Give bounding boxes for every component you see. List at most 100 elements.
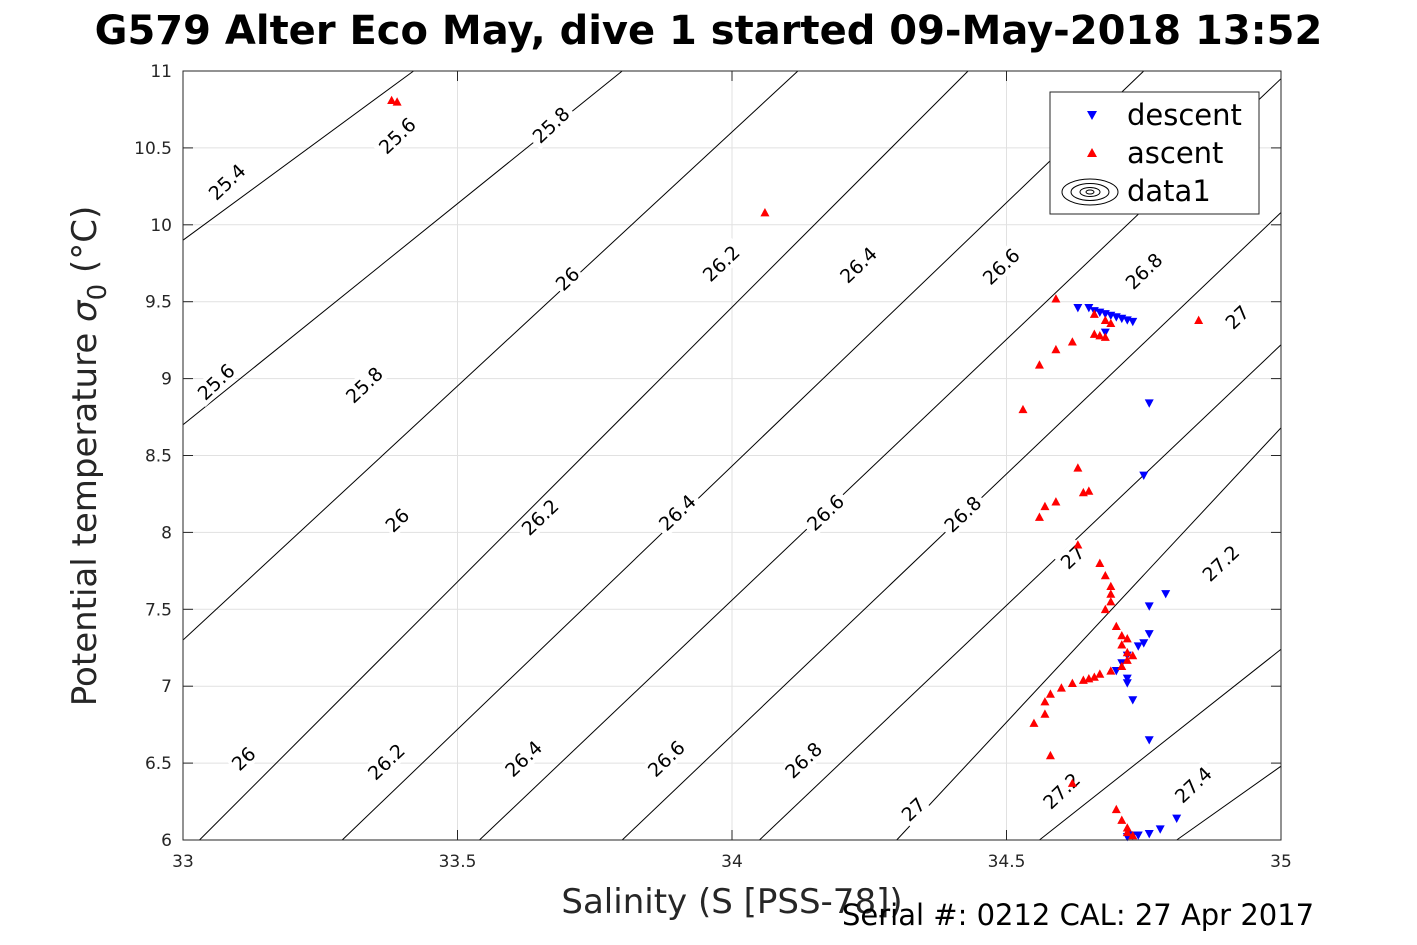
y-tick-label: 9.5 — [145, 293, 172, 313]
y-axis-label: Potential temperature σ0 (°C) — [65, 206, 113, 706]
contour-label-1: 25.6 — [371, 110, 423, 161]
ascent-point — [1122, 647, 1132, 657]
legend-data1-label: data1 — [1127, 174, 1211, 208]
ascent-point — [1045, 750, 1055, 760]
ascent-point — [1106, 581, 1116, 591]
contour-label-17: 27.2 — [1194, 537, 1247, 589]
ascent-point — [1095, 331, 1105, 340]
ascent-point — [1034, 360, 1044, 369]
legend-descent-label: descent — [1127, 98, 1242, 132]
y-axis-label-unit: (°C) — [65, 206, 105, 284]
contour-label-gap — [1167, 759, 1219, 810]
y-tick-label: 6 — [161, 831, 172, 851]
contour-label-gap — [777, 734, 830, 786]
ascent-point — [1100, 570, 1110, 580]
ascent-point — [1100, 604, 1110, 614]
serial-calibration-note: Serial #: 0212 CAL: 27 Apr 2017 — [842, 898, 1315, 932]
ascent-point — [1051, 344, 1061, 354]
y-tick-label: 7.5 — [145, 600, 172, 620]
y-tick-label: 10 — [150, 216, 172, 236]
legend-contour-icon — [1061, 178, 1119, 206]
ascent-point — [1018, 404, 1028, 414]
ascent-point — [1100, 332, 1110, 341]
ascent-point — [1194, 315, 1204, 324]
ascent-point — [1122, 634, 1132, 643]
contour-label-6: 26.2 — [695, 238, 747, 289]
contour-label-gap — [360, 736, 412, 787]
contour-label-gap — [975, 241, 1027, 292]
ascent-point — [1067, 678, 1077, 687]
contour-label-16: 27 — [1054, 539, 1091, 575]
contour-label-gap — [1219, 299, 1255, 335]
contour-label-9: 26.8 — [1118, 245, 1170, 297]
y-tick-label: 6.5 — [145, 754, 172, 774]
legend-ascent-label: ascent — [1127, 136, 1223, 170]
contour-label-gap — [1118, 245, 1170, 297]
contour-label-gap — [338, 359, 390, 410]
ascent-point — [1056, 683, 1066, 692]
contour-label-gap — [525, 99, 577, 151]
ascent-point — [1040, 709, 1050, 718]
x-tick-label: 34 — [721, 852, 743, 872]
contour-label-3: 25.6 — [190, 356, 242, 407]
contour-label-gap — [371, 110, 423, 161]
contour-label-22: 26.8 — [777, 734, 830, 786]
contour-line-26 — [199, 70, 969, 841]
ascent-point — [1073, 463, 1083, 472]
contour-label-11: 26 — [379, 502, 415, 538]
contour-label-23: 27 — [895, 791, 931, 827]
ascent-series — [387, 95, 1204, 840]
contour-label-gap — [832, 239, 884, 290]
contour-label-10: 27 — [1219, 299, 1255, 335]
contour-label-gap — [651, 487, 703, 538]
contour-label-text: 26 — [552, 263, 585, 296]
contour-line-27-2 — [1039, 648, 1282, 841]
ascent-point — [1089, 672, 1099, 681]
descent-point — [1139, 471, 1149, 480]
contour-label-gap — [640, 733, 692, 784]
descent-point — [1073, 304, 1083, 313]
descent-point — [1084, 304, 1094, 313]
ascent-point — [1117, 640, 1127, 649]
descent-point — [1144, 736, 1154, 745]
contour-line-26-2 — [341, 70, 1145, 841]
ascent-point — [1122, 827, 1132, 837]
ascent-point — [1100, 315, 1110, 324]
ascent-point — [1095, 669, 1105, 678]
y-tick-label: 9 — [161, 370, 172, 390]
ascent-point — [392, 97, 402, 106]
contour-line-25-4 — [182, 70, 414, 241]
descent-point — [1122, 679, 1132, 688]
ascent-point — [387, 95, 397, 105]
x-tick-label: 35 — [1270, 852, 1292, 872]
ascent-point — [1117, 815, 1127, 824]
descent-point — [1155, 825, 1165, 834]
descent-point — [1144, 630, 1154, 639]
contour-label-5: 26 — [549, 261, 586, 297]
ascent-point — [1117, 630, 1127, 640]
ascent-point — [1106, 318, 1116, 328]
y-tick-label: 11 — [150, 62, 172, 82]
ascent-point — [1040, 697, 1050, 706]
contour-label-gap — [225, 740, 262, 777]
contour-line-25-8 — [182, 70, 799, 641]
contour-label-14: 26.6 — [799, 487, 852, 538]
contour-label-gap — [549, 261, 586, 297]
ascent-point — [1067, 337, 1077, 346]
x-tick-label: 33.5 — [439, 852, 477, 872]
descent-point — [1128, 317, 1138, 327]
contour-line-26-8 — [759, 344, 1282, 841]
ascent-point — [1111, 804, 1121, 814]
legend: descent ascent data1 — [1049, 91, 1260, 215]
x-tick-label: 33 — [172, 852, 194, 872]
contour-label-8: 26.6 — [975, 241, 1027, 292]
ascent-point — [1078, 675, 1088, 684]
ascent-point — [1084, 486, 1094, 495]
contour-label-18: 26 — [225, 740, 262, 777]
ascent-point — [1034, 512, 1044, 521]
contour-label-text: 27 — [1221, 302, 1254, 335]
contour-label-gap — [1194, 537, 1247, 589]
contour-label-20: 26.4 — [497, 733, 550, 784]
y-axis-label-subscript: 0 — [83, 284, 113, 301]
